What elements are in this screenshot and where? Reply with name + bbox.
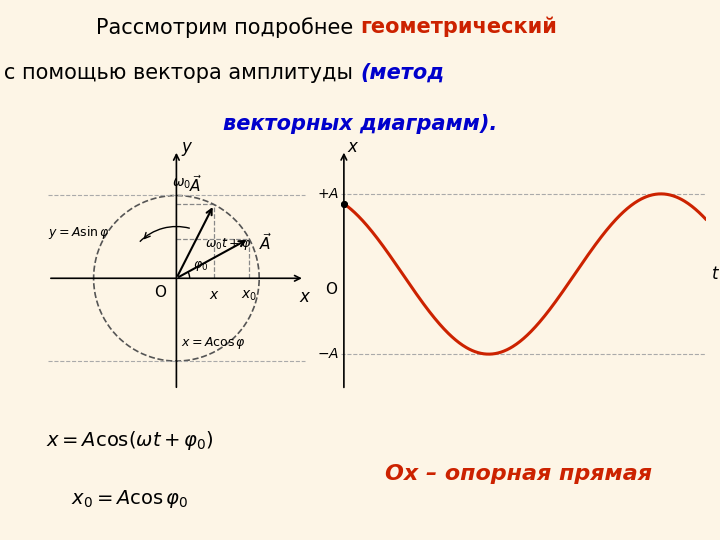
Text: $x_0$: $x_0$: [241, 288, 257, 302]
Text: $\varphi_0$: $\varphi_0$: [193, 259, 208, 273]
Text: $\omega_0$: $\omega_0$: [172, 177, 192, 191]
Text: $x = A\cos(\omega t + \varphi_0)$: $x = A\cos(\omega t + \varphi_0)$: [46, 429, 213, 453]
Text: векторных диаграмм).: векторных диаграмм).: [223, 114, 497, 134]
Text: $t$: $t$: [711, 265, 720, 283]
Text: $x_0 = A\cos\varphi_0$: $x_0 = A\cos\varphi_0$: [71, 488, 188, 510]
Text: $\vec{A}$: $\vec{A}$: [189, 173, 202, 194]
Text: геометрический: геометрический: [360, 17, 557, 37]
Text: способ,  с помощью вектора амплитуды: способ, с помощью вектора амплитуды: [0, 62, 360, 83]
Text: $\vec{A}$: $\vec{A}$: [259, 232, 272, 253]
Text: Ox – опорная прямая: Ox – опорная прямая: [385, 464, 652, 484]
Text: O: O: [325, 282, 337, 297]
Text: $y = A\sin\varphi$: $y = A\sin\varphi$: [48, 224, 109, 241]
Text: x: x: [300, 288, 310, 306]
Text: (метод: (метод: [360, 63, 444, 83]
Text: $+A$: $+A$: [318, 187, 340, 201]
Text: $-A$: $-A$: [318, 347, 340, 361]
Text: $x = A\cos\varphi$: $x = A\cos\varphi$: [181, 335, 246, 351]
Text: $\omega_0 t+\varphi$: $\omega_0 t+\varphi$: [205, 235, 252, 252]
Text: y: y: [181, 138, 192, 157]
Text: x: x: [210, 288, 218, 302]
Text: O: O: [155, 285, 166, 300]
Text: $x$: $x$: [346, 138, 359, 157]
Text: Рассмотрим подробнее: Рассмотрим подробнее: [96, 17, 360, 38]
